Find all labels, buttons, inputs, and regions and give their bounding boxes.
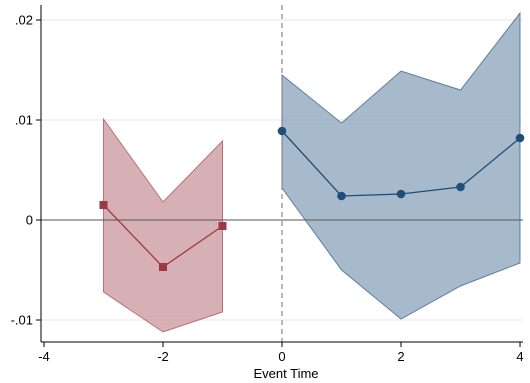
data-point bbox=[218, 222, 227, 230]
x-tick-label: 4 bbox=[516, 349, 523, 364]
x-tick-label: 2 bbox=[397, 349, 404, 364]
x-axis-title: Event Time bbox=[253, 366, 318, 381]
confidence-band bbox=[102, 117, 223, 333]
data-point bbox=[99, 201, 108, 209]
data-point bbox=[396, 189, 406, 199]
confidence-bands bbox=[102, 11, 521, 333]
data-point bbox=[158, 263, 167, 271]
y-tick-label: 0 bbox=[26, 213, 33, 228]
confidence-band bbox=[281, 11, 521, 320]
axes: -.01 0 .01 .02 -4 -2 0 2 4 bbox=[11, 5, 524, 364]
y-tick-label: .02 bbox=[15, 13, 33, 28]
data-point bbox=[456, 182, 465, 192]
x-tick-label: -2 bbox=[157, 349, 169, 364]
x-tick-label: 0 bbox=[278, 349, 285, 364]
y-tick-label: -.01 bbox=[11, 313, 33, 328]
data-point bbox=[277, 126, 287, 136]
data-point bbox=[515, 133, 525, 143]
x-tick-label: -4 bbox=[38, 349, 50, 364]
series-markers bbox=[99, 126, 525, 271]
reference-lines bbox=[41, 5, 523, 342]
data-point bbox=[337, 191, 346, 201]
y-tick-label: .01 bbox=[15, 113, 33, 128]
